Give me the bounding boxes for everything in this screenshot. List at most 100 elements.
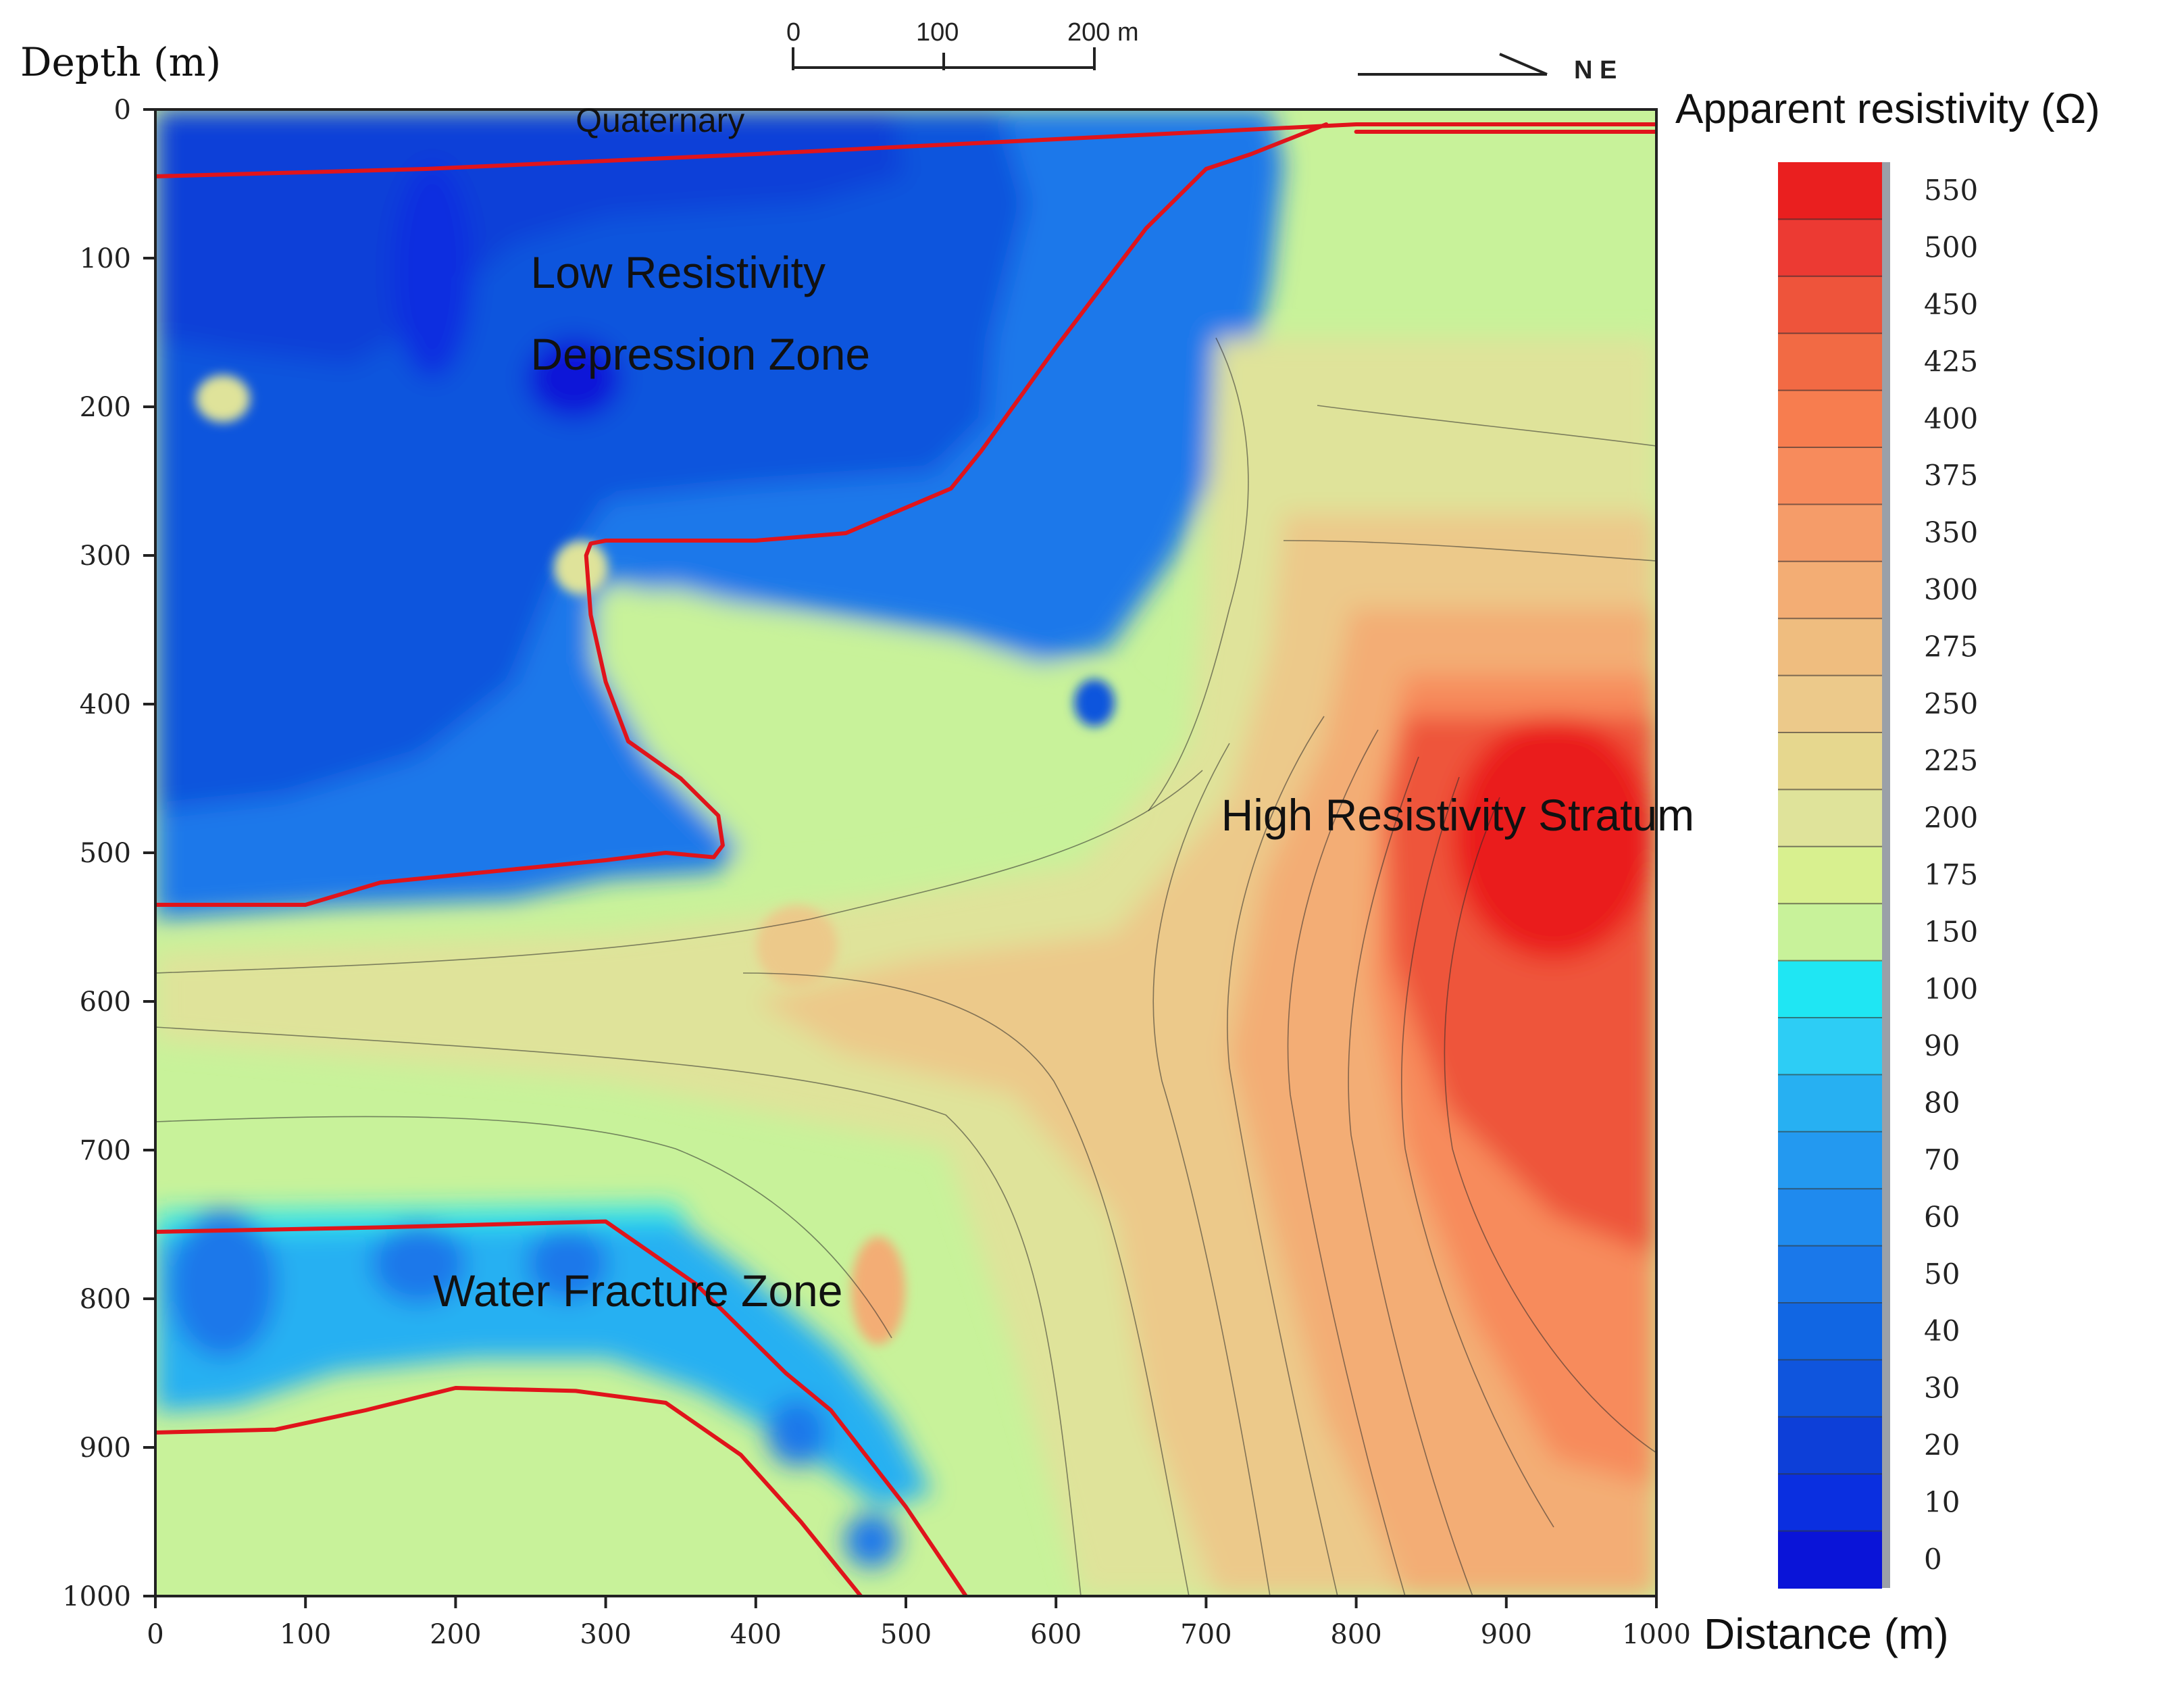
boundary-line [155,122,1656,178]
y-tick-label: 1000 [62,1581,131,1612]
annotation-label: Depression Zone [531,329,871,379]
scale-bar-tick-0: 0 [786,18,801,47]
colorbar-swatch [1778,903,1882,962]
annotation-label: Water Fracture Zone [433,1266,842,1316]
colorbar-tick-label: 350 [1924,516,1978,549]
boundary-line [155,1386,863,1596]
colorbar-tick-label: 275 [1924,630,1978,663]
colorbar-swatch [1778,1245,1882,1303]
colorbar-swatch [1778,162,1882,220]
colorbar-swatch [1778,1303,1882,1361]
y-axis-label: Depth (m) [20,39,221,85]
colorbar-tick-label: 80 [1924,1087,1960,1120]
colorbar-swatch [1778,1018,1882,1076]
red-core [1452,716,1655,960]
colorbar-swatch [1778,504,1882,562]
colorbar-swatch [1778,1074,1882,1133]
colorbar-tick-label: 400 [1924,402,1978,435]
colorbar-tick-label: 200 [1924,801,1978,835]
colorbar-tick-label: 550 [1924,174,1978,207]
colorbar-swatch [1778,1474,1882,1532]
x-tick-label: 200 [430,1619,481,1650]
colorbar-swatch [1778,960,1882,1018]
y-tick-label: 100 [80,243,131,274]
small-anomaly-5 [851,1237,905,1345]
colorbar-tick-label: 375 [1924,459,1978,492]
water-lens-5 [844,1514,898,1568]
direction-label: N E [1574,56,1617,84]
annotations: Quaternary Low Resistivity Depression Zone… [433,101,1694,1316]
boundary-line [155,122,1329,907]
x-tick-label: 800 [1330,1619,1381,1650]
direction-arrow: N E [1358,53,1617,84]
colorbar-swatch [1778,219,1882,277]
x-tick-label: 700 [1180,1619,1231,1650]
scale-bar-tick-200: 200 m [1067,18,1139,47]
colorbar-tick-label: 40 [1924,1314,1960,1347]
scale-bar: 0 100 200 m [786,18,1139,70]
colorbar-tick-label: 50 [1924,1258,1960,1291]
small-anomaly-1 [196,375,250,422]
annotation-label: Low Resistivity [531,247,826,297]
colorbar-tick-label: 425 [1924,345,1978,378]
x-tick-label: 0 [147,1619,163,1650]
water-fracture-zone-region [155,1220,932,1507]
colorbar-label: Apparent resistivity (Ω) [1675,86,2100,132]
annotation-label: High Resistivity Stratum [1221,790,1695,840]
colorbar-tick-label: 60 [1924,1200,1960,1233]
boundary-line [155,1219,968,1596]
colorbar-swatch [1778,1416,1882,1475]
y-axis: 0 100 200 300 400 500 600 700 800 900 1000 [62,95,155,1612]
colorbar-swatch [1778,390,1882,448]
small-anomaly-3 [1074,679,1115,726]
colorbar-swatch [1778,447,1882,505]
depression-lens-2 [527,338,621,419]
contour-lines [155,337,1656,1596]
x-tick-label: 100 [280,1619,331,1650]
colorbar-edge [1882,162,1890,1588]
y-tick-label: 800 [80,1284,131,1315]
colorbar-tick-label: 175 [1924,858,1978,891]
colorbar-swatch [1778,1131,1882,1190]
y-tick-label: 500 [80,838,131,869]
y-tick-label: 200 [80,392,131,423]
colorbar-swatch [1778,732,1882,791]
depression-lens-1 [392,162,473,378]
colorbar-swatch [1778,1531,1882,1589]
colorbar-tick-label: 100 [1924,972,1978,1005]
colorbar-tick-label: 20 [1924,1428,1960,1462]
x-tick-label: 400 [730,1619,782,1650]
low-resistivity-deep-core [155,109,905,365]
colorbar-swatch [1778,846,1882,905]
colorbar-swatch [1778,618,1882,676]
resistivity-heatmap [155,109,1656,1596]
x-tick-label: 300 [580,1619,631,1650]
colorbar-swatch [1778,333,1882,391]
colorbar-tick-label: 225 [1924,744,1978,777]
colorbar-swatch [1778,276,1882,334]
colorbar-swatch [1778,561,1882,620]
colorbar-tick-label: 0 [1924,1543,1942,1576]
y-tick-label: 0 [114,95,131,126]
colorbar-tick-label: 450 [1924,288,1978,321]
annotation-label: Quaternary [576,101,744,139]
colorbar-tick-label: 70 [1924,1143,1960,1176]
colorbar: 0 10 20 30 40 50 60 70 80 90 100 150 175 200 225 250 275… [1778,162,1978,1589]
y-tick-label: 600 [80,987,131,1018]
y-tick-label: 400 [80,689,131,720]
colorbar-tick-label: 150 [1924,915,1978,948]
middle-green-tongue [594,588,1162,872]
scale-bar-tick-100: 100 [916,18,959,47]
colorbar-swatch [1778,1189,1882,1247]
colorbar-swatch [1778,675,1882,733]
water-lens-1 [169,1210,277,1358]
small-anomaly-2 [554,541,608,595]
water-lens-3 [527,1226,608,1301]
x-axis: 0 100 200 300 400 500 600 700 800 900 1000 [147,1596,1691,1650]
interpreted-boundaries [155,122,1656,1596]
x-tick-label: 600 [1030,1619,1082,1650]
x-tick-label: 500 [880,1619,932,1650]
colorbar-tick-label: 250 [1924,687,1978,720]
x-axis-label: Distance (m) [1704,1610,1949,1658]
